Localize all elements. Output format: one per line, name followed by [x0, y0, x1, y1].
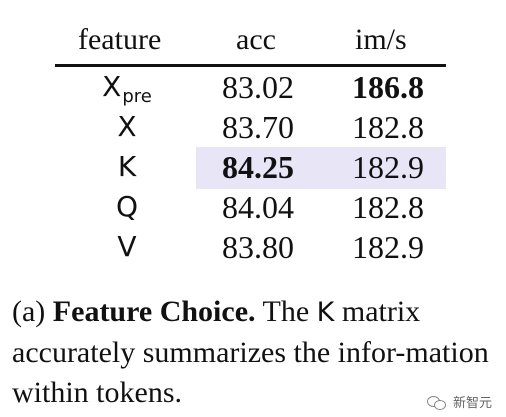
feature-cell: Xpre [102, 70, 152, 107]
acc-cell: 83.02 [222, 69, 294, 105]
header-rule [55, 64, 446, 67]
feature-cell: V [117, 230, 137, 263]
results-table: feature acc im/s Xpre 83.02 186.8 X 83.7… [0, 23, 506, 267]
header-feature: feature [78, 23, 162, 56]
row-highlight [196, 147, 446, 189]
table-row: Q 84.04 182.8 [0, 187, 506, 227]
table-row: X 83.70 182.8 [0, 107, 506, 147]
acc-cell: 84.04 [222, 189, 294, 225]
watermark-text: 新智元 [452, 396, 492, 411]
header-ims: im/s [355, 23, 407, 56]
caption-text-after: matrix accurately summarizes the infor-m… [12, 295, 489, 409]
table-row: V 83.80 182.9 [0, 227, 506, 267]
table-row: Xpre 83.02 186.8 [0, 67, 506, 107]
table-caption: (a) Feature Choice. The K matrix accurat… [12, 292, 492, 413]
wechat-icon [426, 394, 447, 410]
acc-cell: 83.80 [222, 229, 294, 265]
acc-cell-best: 84.25 [222, 149, 294, 185]
ims-cell: 182.9 [352, 149, 424, 185]
header-acc: acc [236, 23, 276, 56]
acc-cell: 83.70 [222, 109, 294, 145]
ims-cell: 182.9 [352, 229, 424, 265]
caption-title: Feature Choice. [52, 295, 256, 328]
table-row-highlighted: K 84.25 182.9 [0, 147, 506, 189]
feature-cell: X [117, 110, 137, 143]
ims-cell-best: 186.8 [352, 69, 424, 105]
ims-cell: 182.8 [352, 109, 424, 145]
feature-cell: K [117, 150, 137, 183]
caption-mono-word: K [316, 297, 335, 328]
caption-text-before: The [262, 295, 310, 328]
ims-cell: 182.8 [352, 189, 424, 225]
caption-label: (a) [12, 295, 46, 328]
watermark: 新智元 [426, 392, 492, 411]
feature-cell: Q [115, 190, 139, 223]
feature-subscript: pre [122, 86, 152, 107]
